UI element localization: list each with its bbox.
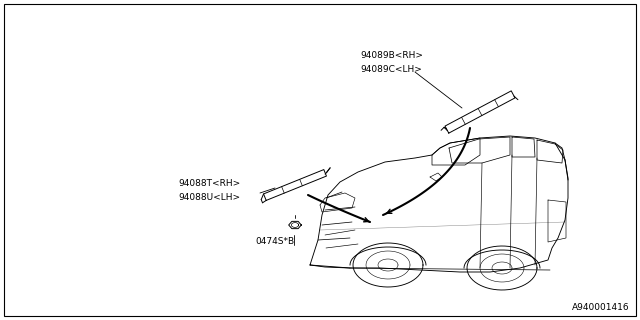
Text: 94089C<LH>: 94089C<LH> xyxy=(360,66,422,75)
Text: 94089B<RH>: 94089B<RH> xyxy=(360,51,423,60)
Text: A940001416: A940001416 xyxy=(572,303,630,313)
Text: 94088T<RH>: 94088T<RH> xyxy=(178,179,240,188)
Text: 94088U<LH>: 94088U<LH> xyxy=(178,194,240,203)
Text: 0474S*B: 0474S*B xyxy=(255,237,294,246)
